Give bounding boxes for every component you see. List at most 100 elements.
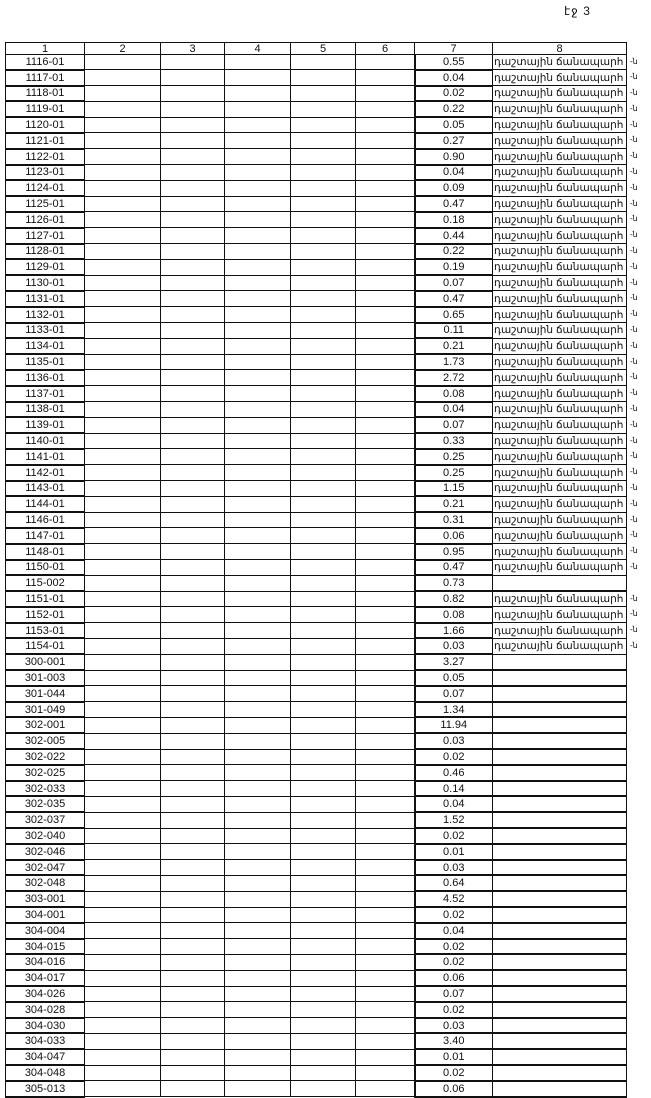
land-use-suffix: -ն	[630, 356, 638, 366]
land-use-cell: դաշտային ճանապարհ -ն	[492, 164, 638, 181]
land-use-suffix: -ն	[630, 214, 638, 224]
empty-cell-col5	[290, 353, 356, 371]
empty-cell-col3	[160, 53, 225, 71]
empty-cell-col6	[355, 85, 415, 102]
empty-cell-col4	[224, 179, 291, 197]
area-value: 0.31	[413, 511, 493, 529]
empty-cell-col6	[355, 606, 415, 624]
area-value: 0.65	[413, 306, 493, 324]
empty-cell-col6	[355, 464, 415, 482]
area-value: 3.27	[413, 653, 493, 672]
empty-cell-col2	[84, 322, 161, 339]
empty-cell-col3	[160, 1080, 225, 1098]
empty-cell-col5	[290, 1032, 356, 1050]
plot-code: 302-001	[5, 716, 85, 735]
empty-cell-col2	[84, 732, 161, 750]
plot-code: 1137-01	[5, 385, 85, 403]
land-use-cell	[492, 938, 627, 956]
table-row: 1148-01 0.95 դաշտային ճանապարհ -ն	[5, 543, 638, 561]
table-row: 304-015 0.02	[5, 938, 627, 956]
plot-code: 302-025	[5, 764, 85, 782]
land-use-cell: դաշտային ճանապարհ -ն	[492, 590, 638, 608]
empty-cell-col4	[224, 195, 291, 213]
plot-code: 1129-01	[5, 258, 85, 277]
table-row: 1137-01 0.08 դաշտային ճանապարհ -ն	[5, 385, 638, 403]
land-use-cell	[492, 843, 627, 861]
empty-cell-col5	[290, 1080, 356, 1098]
land-use-cell: դաշտային ճանապարհ -ն	[492, 416, 638, 434]
empty-cell-col5	[290, 290, 356, 308]
area-value: 1.34	[413, 701, 493, 719]
empty-cell-col6	[355, 258, 415, 276]
area-value: 0.04	[413, 164, 493, 182]
land-use-cell: դաշտային ճանապարհ -ն	[492, 322, 638, 339]
land-use-text: դաշտային ճանապարհ	[494, 261, 624, 274]
land-use-cell	[492, 969, 627, 988]
plot-code: 1147-01	[5, 527, 85, 545]
plot-code: 1127-01	[5, 227, 85, 245]
area-value: 0.02	[413, 953, 493, 972]
area-value: 0.01	[413, 843, 493, 861]
empty-cell-col3	[160, 69, 225, 87]
empty-cell-col6	[355, 827, 415, 845]
table-row: 304-016 0.02	[5, 953, 627, 972]
empty-cell-col5	[290, 606, 356, 624]
land-use-cell: դաշտային ճանապարհ -ն	[492, 337, 638, 355]
plot-code: 1125-01	[5, 195, 85, 213]
empty-cell-col3	[160, 985, 225, 1003]
plot-code: 1153-01	[5, 622, 85, 640]
empty-cell-col2	[84, 227, 161, 245]
land-use-suffix: -ն	[630, 325, 638, 335]
empty-cell-col2	[84, 480, 161, 497]
plot-code: 304-017	[5, 969, 85, 988]
empty-cell-col5	[290, 669, 356, 687]
empty-cell-col3	[160, 432, 225, 450]
empty-cell-col3	[160, 148, 225, 166]
area-value: 0.02	[413, 1001, 493, 1019]
empty-cell-col5	[290, 590, 356, 608]
empty-cell-col3	[160, 606, 225, 624]
area-value: 1.52	[413, 811, 493, 830]
table-row: 304-030 0.03	[5, 1017, 627, 1035]
empty-cell-col6	[355, 511, 415, 529]
empty-cell-col2	[84, 243, 161, 260]
empty-cell-col2	[84, 543, 161, 560]
empty-cell-col4	[224, 827, 291, 845]
empty-cell-col5	[290, 985, 356, 1003]
empty-cell-col4	[224, 385, 291, 403]
empty-cell-col3	[160, 938, 225, 955]
land-use-cell: դաշտային ճանապարհ -ն	[492, 353, 638, 371]
table-row: 1143-01 1.15 դաշտային ճանապարհ -ն	[5, 480, 638, 498]
table-row: 1119-01 0.22 դաշտային ճանապարհ -ն	[5, 100, 638, 119]
empty-cell-col4	[224, 559, 291, 576]
empty-cell-col2	[84, 53, 161, 71]
land-use-suffix: -ն	[630, 514, 638, 524]
empty-cell-col3	[160, 843, 225, 861]
table-row: 304-028 0.02	[5, 1001, 627, 1019]
empty-cell-col2	[84, 1048, 161, 1066]
empty-cell-col6	[355, 306, 415, 324]
area-value: 0.90	[413, 148, 493, 166]
empty-cell-col2	[84, 132, 161, 150]
empty-cell-col2	[84, 100, 161, 118]
empty-cell-col4	[224, 590, 291, 608]
empty-cell-col4	[224, 322, 291, 339]
land-use-text: դաշտային ճանապարհ	[494, 340, 624, 353]
empty-cell-col3	[160, 369, 225, 387]
empty-cell-col2	[84, 637, 161, 655]
empty-cell-col2	[84, 811, 161, 829]
empty-cell-col6	[355, 100, 415, 118]
table-row: 1154-01 0.03 դաշտային ճանապարհ -ն	[5, 637, 638, 656]
land-use-cell	[492, 732, 627, 751]
land-use-text: դաշտային ճանապարհ	[494, 229, 624, 242]
empty-cell-col5	[290, 748, 356, 766]
empty-cell-col5	[290, 653, 356, 671]
empty-cell-col6	[355, 274, 415, 292]
empty-cell-col5	[290, 969, 356, 987]
empty-cell-col2	[84, 179, 161, 197]
empty-cell-col3	[160, 195, 225, 213]
empty-cell-col6	[355, 211, 415, 229]
area-value: 0.07	[413, 985, 493, 1003]
plot-code: 115-002	[5, 574, 85, 593]
empty-cell-col5	[290, 874, 356, 892]
